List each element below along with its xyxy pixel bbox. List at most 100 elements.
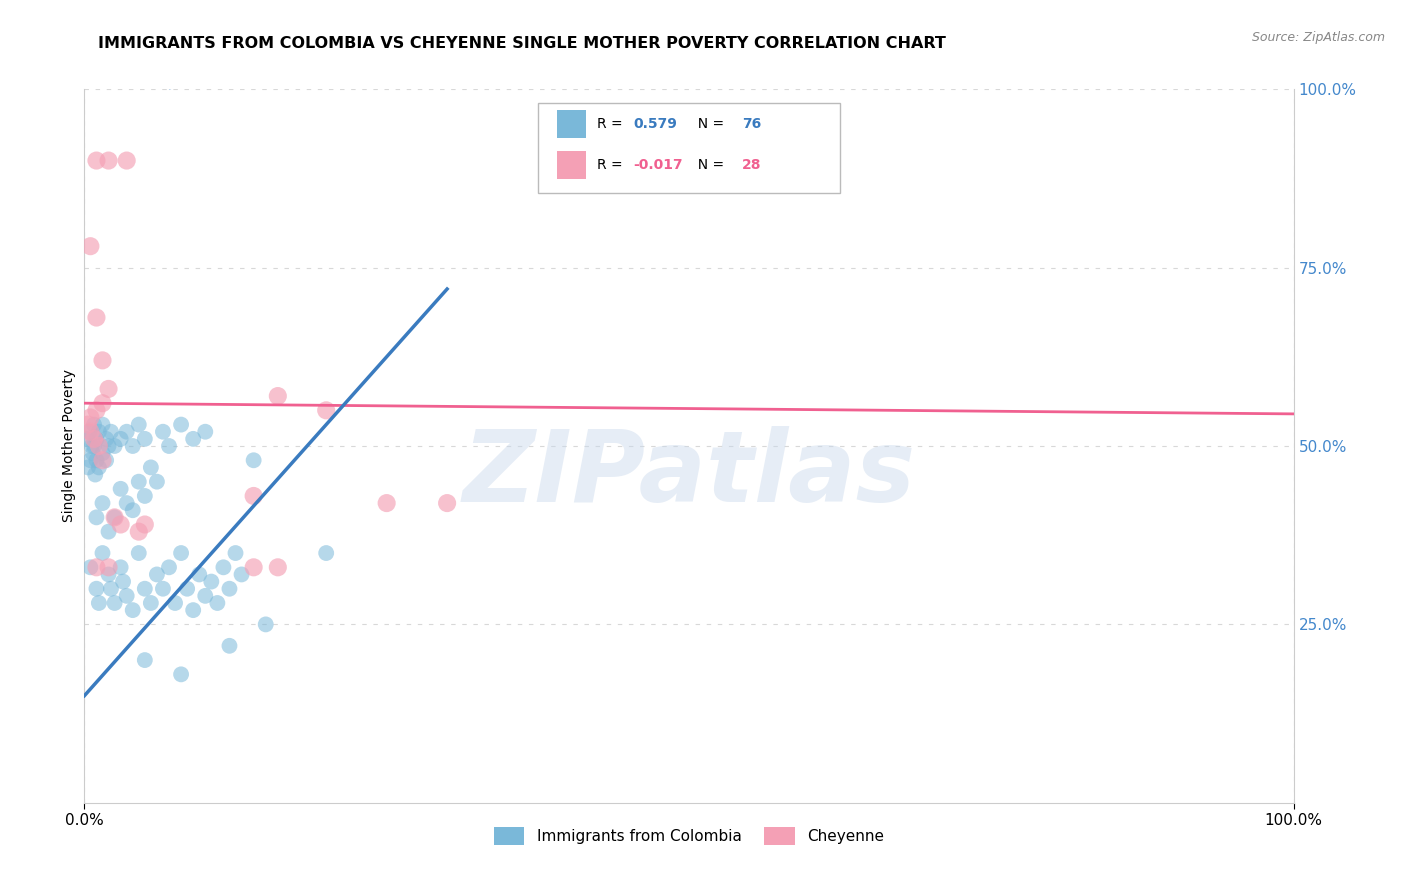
Point xyxy=(188,567,211,582)
Point xyxy=(194,425,217,439)
Point xyxy=(139,460,162,475)
Text: Source: ZipAtlas.com: Source: ZipAtlas.com xyxy=(1251,31,1385,45)
Point xyxy=(134,582,156,596)
Point xyxy=(77,417,100,432)
Point xyxy=(218,639,240,653)
Point xyxy=(181,603,204,617)
Point xyxy=(82,446,104,460)
Point xyxy=(110,482,132,496)
Point xyxy=(104,596,127,610)
Point xyxy=(87,596,110,610)
Point xyxy=(97,567,120,582)
Point xyxy=(86,432,108,446)
Point xyxy=(110,517,132,532)
Point xyxy=(79,239,101,253)
Point xyxy=(115,153,138,168)
Legend: Immigrants from Colombia, Cheyenne: Immigrants from Colombia, Cheyenne xyxy=(494,828,884,845)
Point xyxy=(86,453,108,467)
Point xyxy=(77,460,100,475)
Point xyxy=(91,496,114,510)
Point xyxy=(86,560,108,574)
Point xyxy=(83,417,105,432)
Point xyxy=(97,382,120,396)
Point xyxy=(110,432,132,446)
Point xyxy=(254,617,277,632)
Point xyxy=(91,353,114,368)
Point xyxy=(80,439,103,453)
Text: R =: R = xyxy=(598,158,627,172)
Point xyxy=(146,567,169,582)
Point xyxy=(134,489,156,503)
Point xyxy=(87,439,110,453)
Point xyxy=(134,432,156,446)
Point xyxy=(91,453,114,467)
FancyBboxPatch shape xyxy=(557,151,586,179)
FancyBboxPatch shape xyxy=(557,110,586,138)
Point xyxy=(152,425,174,439)
Point xyxy=(77,425,100,439)
Point xyxy=(170,417,193,432)
Text: -0.017: -0.017 xyxy=(633,158,683,172)
Point xyxy=(139,596,162,610)
Point xyxy=(115,496,138,510)
Point xyxy=(218,582,240,596)
Point xyxy=(121,603,143,617)
Point xyxy=(115,425,138,439)
Point xyxy=(170,546,193,560)
Point xyxy=(121,503,143,517)
Point xyxy=(79,453,101,467)
Point xyxy=(104,510,127,524)
Point xyxy=(86,582,108,596)
Point xyxy=(128,417,150,432)
Point xyxy=(200,574,222,589)
Point xyxy=(231,567,253,582)
Point xyxy=(100,425,122,439)
Point xyxy=(128,524,150,539)
Point xyxy=(76,432,98,446)
Point xyxy=(134,517,156,532)
Point xyxy=(152,582,174,596)
Text: 76: 76 xyxy=(742,117,762,131)
Point xyxy=(97,560,120,574)
Text: IMMIGRANTS FROM COLOMBIA VS CHEYENNE SINGLE MOTHER POVERTY CORRELATION CHART: IMMIGRANTS FROM COLOMBIA VS CHEYENNE SIN… xyxy=(98,36,946,51)
Point xyxy=(97,153,120,168)
Point xyxy=(315,546,337,560)
Point xyxy=(207,596,229,610)
Point xyxy=(79,410,101,425)
Point xyxy=(79,425,101,439)
Point xyxy=(91,417,114,432)
Point xyxy=(91,546,114,560)
Point xyxy=(121,439,143,453)
Point xyxy=(134,653,156,667)
Point xyxy=(97,439,120,453)
Text: N =: N = xyxy=(689,117,728,131)
Point xyxy=(181,432,204,446)
Point xyxy=(79,560,101,574)
Point xyxy=(83,432,105,446)
Point xyxy=(242,453,264,467)
Point xyxy=(242,560,264,574)
Point xyxy=(242,489,264,503)
Point xyxy=(97,524,120,539)
Point xyxy=(104,439,127,453)
Point xyxy=(225,546,247,560)
Point xyxy=(112,574,135,589)
Point xyxy=(110,560,132,574)
Point xyxy=(91,396,114,410)
Point xyxy=(157,560,180,574)
Point xyxy=(315,403,337,417)
Point xyxy=(86,510,108,524)
Text: R =: R = xyxy=(598,117,627,131)
Point xyxy=(267,560,290,574)
Point xyxy=(170,667,193,681)
Point xyxy=(91,446,114,460)
Point xyxy=(146,475,169,489)
Point xyxy=(165,596,187,610)
Point xyxy=(115,589,138,603)
Text: 28: 28 xyxy=(742,158,762,172)
Point xyxy=(157,439,180,453)
Point xyxy=(94,453,117,467)
Point xyxy=(94,432,117,446)
Text: 0.579: 0.579 xyxy=(633,117,678,131)
Point xyxy=(84,467,107,482)
